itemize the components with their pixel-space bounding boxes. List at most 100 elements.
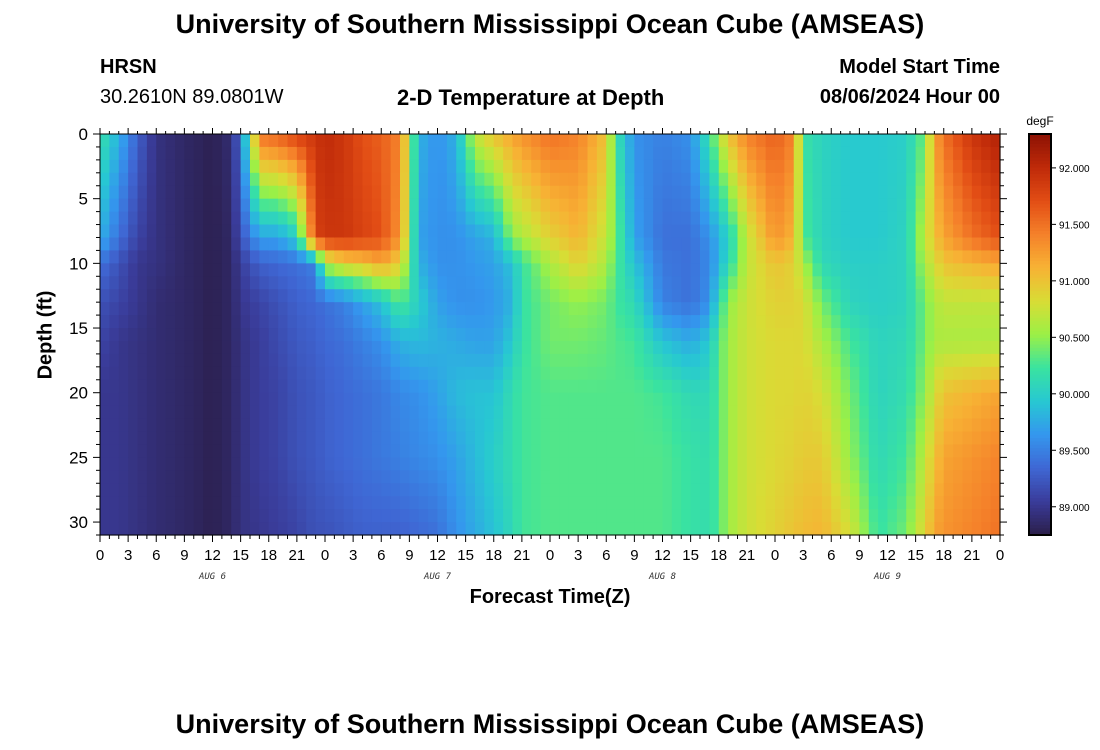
heatmap-cell (587, 431, 598, 446)
heatmap-cell (831, 457, 842, 471)
heatmap-cell (821, 172, 832, 187)
heatmap-cell (643, 366, 654, 381)
heatmap-cell (521, 328, 532, 342)
heatmap-cell (409, 405, 420, 420)
heatmap-cell (765, 328, 776, 342)
heatmap-cell (418, 379, 429, 394)
heatmap-cell (371, 134, 382, 148)
heatmap-cell (165, 211, 176, 226)
heatmap-cell (503, 328, 514, 342)
heatmap-cell (709, 418, 720, 433)
heatmap-cell (662, 328, 673, 342)
heatmap-cell (343, 315, 354, 329)
heatmap-cell (728, 405, 739, 420)
heatmap-cell (212, 185, 223, 200)
heatmap-cell (793, 340, 804, 355)
heatmap-cell (784, 263, 795, 277)
heatmap-cell (118, 470, 129, 484)
heatmap-cell (606, 198, 617, 213)
heatmap-cell (540, 315, 551, 329)
heatmap-cell (475, 457, 485, 471)
heatmap-cell (371, 353, 382, 368)
heatmap-cell (671, 353, 682, 368)
heatmap-cell (775, 224, 785, 239)
heatmap-cell (484, 405, 495, 420)
heatmap-cell (381, 198, 392, 213)
heatmap-cell (109, 509, 120, 523)
heatmap-cell (118, 522, 129, 536)
heatmap-cell (156, 250, 167, 264)
heatmap-cell (596, 211, 607, 226)
heatmap-cell (821, 496, 832, 510)
heatmap-cell (803, 340, 814, 355)
heatmap-cell (568, 340, 579, 355)
heatmap-cell (390, 366, 401, 381)
heatmap-cell (915, 392, 926, 407)
heatmap-cell (540, 224, 551, 239)
heatmap-cell (175, 431, 185, 446)
heatmap-cell (821, 237, 832, 252)
heatmap-cell (887, 237, 898, 252)
heatmap-cell (559, 496, 570, 510)
heatmap-cell (671, 340, 682, 355)
heatmap-cell (343, 379, 354, 394)
heatmap-cell (287, 340, 298, 355)
heatmap-cell (100, 224, 110, 239)
heatmap-cell (803, 263, 814, 277)
colorbar-tick-label: 89.500 (1059, 446, 1090, 457)
heatmap-cell (615, 340, 626, 355)
heatmap-cell (990, 496, 1001, 510)
heatmap-cell (503, 159, 514, 174)
heatmap-cell (343, 496, 354, 510)
heatmap-cell (493, 444, 504, 458)
heatmap-cell (353, 366, 364, 381)
heatmap-cell (306, 431, 317, 446)
x-tick-label: 21 (964, 547, 981, 564)
heatmap-cell (343, 405, 354, 420)
heatmap-cell (503, 185, 514, 200)
heatmap-cell (437, 224, 448, 239)
heatmap-cell (812, 250, 823, 264)
x-tick-label: 18 (485, 547, 502, 564)
heatmap-cell (512, 457, 523, 471)
heatmap-cell (446, 159, 457, 174)
heatmap-cell (193, 340, 204, 355)
heatmap-cell (259, 185, 270, 200)
heatmap-cell (578, 496, 589, 510)
heatmap-cell (428, 237, 439, 252)
heatmap-cell (240, 340, 251, 355)
heatmap-cell (634, 353, 645, 368)
heatmap-cell (718, 263, 729, 277)
heatmap-cell (784, 509, 795, 523)
heatmap-cell (868, 211, 879, 226)
colorbar-segment (1029, 174, 1051, 179)
heatmap-cell (400, 405, 410, 420)
heatmap-cell (756, 340, 767, 355)
heatmap-cell (868, 198, 879, 213)
heatmap-cell (718, 457, 729, 471)
heatmap-cell (456, 522, 467, 536)
heatmap-cell (756, 496, 767, 510)
heatmap-cell (878, 250, 889, 264)
heatmap-cell (193, 392, 204, 407)
heatmap-cell (512, 198, 523, 213)
heatmap-cell (446, 405, 457, 420)
heatmap-cell (325, 198, 335, 213)
heatmap-cell (625, 159, 635, 174)
heatmap-cell (671, 185, 682, 200)
heatmap-cell (887, 353, 898, 368)
heatmap-cell (559, 340, 570, 355)
heatmap-cell (850, 224, 860, 239)
heatmap-cell (793, 146, 804, 161)
heatmap-cell (109, 146, 120, 161)
heatmap-cell (915, 366, 926, 381)
heatmap-cell (606, 146, 617, 161)
heatmap-cell (390, 146, 401, 161)
heatmap-cell (484, 211, 495, 226)
heatmap-cell (803, 328, 814, 342)
heatmap-cell (850, 405, 860, 420)
heatmap-cell (381, 224, 392, 239)
heatmap-cell (559, 263, 570, 277)
heatmap-cell (390, 392, 401, 407)
heatmap-cell (418, 289, 429, 303)
